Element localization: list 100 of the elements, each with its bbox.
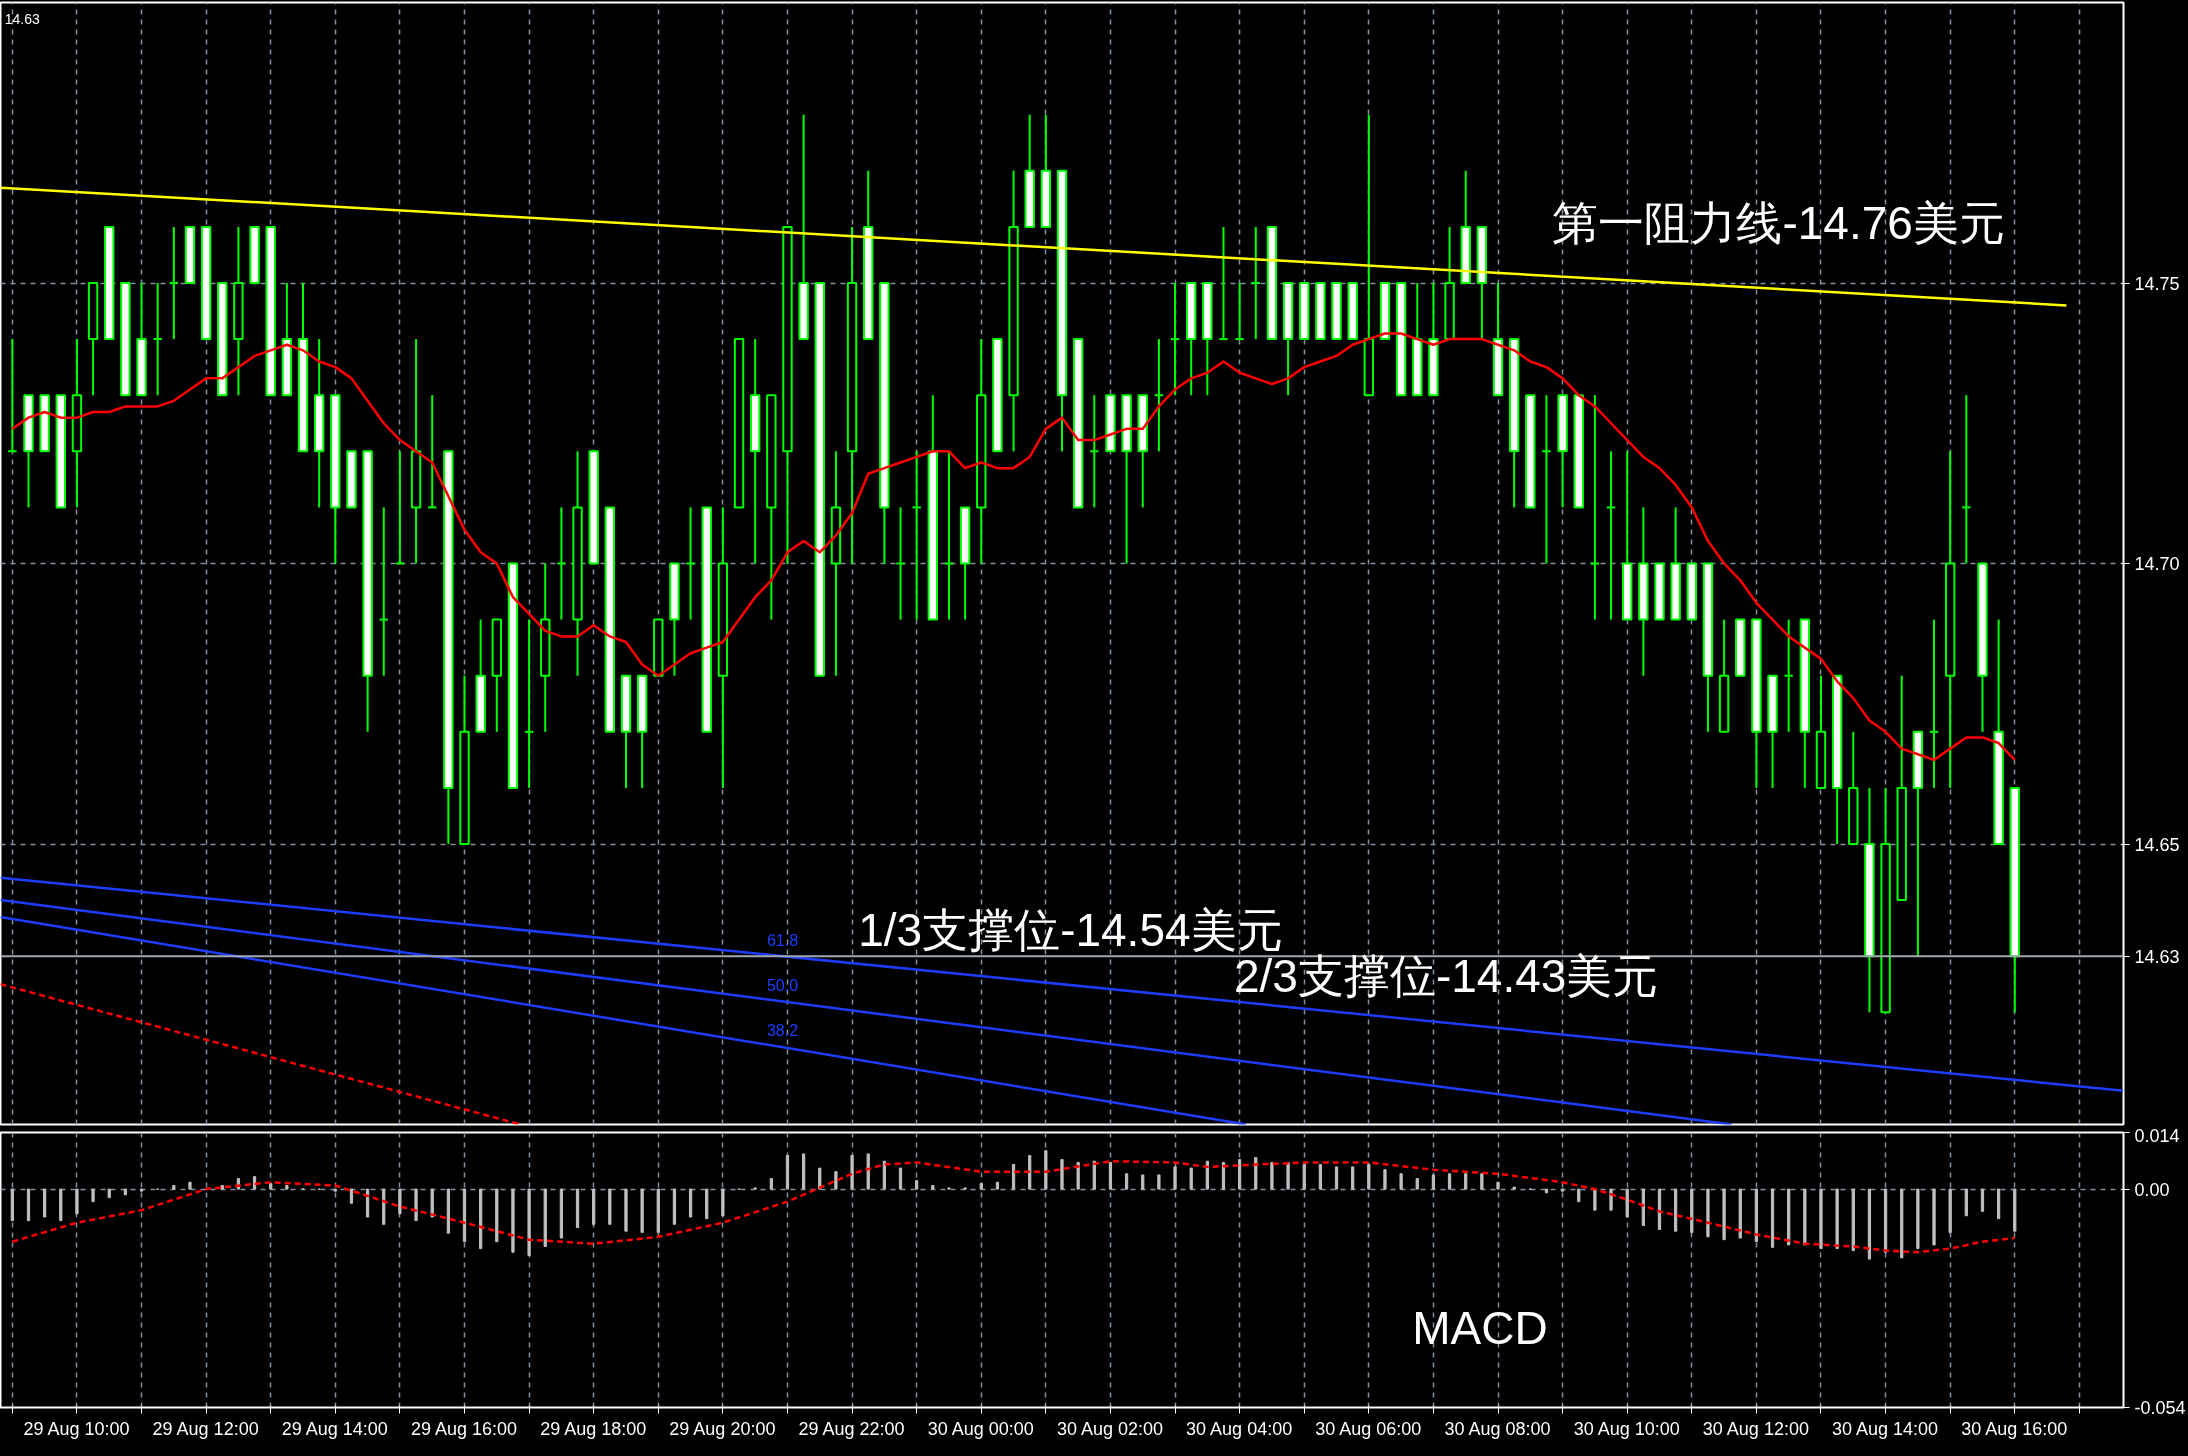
bar [866,1153,870,1190]
bar [1141,1174,1145,1190]
candlestick [1169,282,1181,397]
bar [43,1188,47,1218]
bar [688,1188,693,1218]
bar [462,1188,467,1243]
line-series [11,332,2017,762]
bar [1302,1163,1306,1190]
bar [2013,1188,2017,1232]
annotation: 14.63 [4,11,40,28]
bar [1964,1188,1968,1217]
bar [785,1155,790,1190]
bar [495,1188,499,1243]
bar [1996,1188,2001,1220]
bar [575,1188,580,1229]
candlestick [394,450,406,565]
x-tick-label: 30 Aug 04:00 [1186,1418,1293,1439]
bar [1948,1188,1952,1233]
bar [220,1184,224,1190]
bar [705,1188,709,1220]
bar [91,1188,95,1203]
bar [624,1188,628,1232]
bar [1415,1178,1419,1190]
series-label: 50.0 [766,977,799,995]
bar [1447,1173,1452,1190]
bar [1674,1188,1678,1232]
bar [1577,1188,1581,1203]
bar [656,1188,660,1233]
bar [1060,1159,1064,1190]
bar [1819,1188,1823,1250]
bar [1318,1163,1323,1190]
x-tick-label: 30 Aug 10:00 [1573,1418,1680,1439]
bar [1270,1161,1274,1190]
bar [850,1155,854,1190]
bar [801,1153,806,1190]
y-tick-label: -0.054 [2134,1398,2186,1418]
bar [1625,1188,1629,1218]
bar [1108,1161,1113,1190]
bar [1560,1188,1565,1192]
bar [511,1188,515,1253]
annotation: MACD [1412,1301,1548,1354]
bar [349,1188,354,1204]
bar [1351,1166,1355,1190]
bar [1399,1173,1403,1190]
bar [252,1176,257,1190]
candlestick [1153,338,1165,453]
bar [882,1160,886,1190]
candlestick [1928,618,1940,789]
bar [59,1188,63,1222]
bar [1512,1186,1516,1190]
x-tick-label: 30 Aug 06:00 [1315,1418,1422,1439]
bar [898,1167,903,1190]
bar [995,1181,1000,1190]
bar [172,1184,176,1190]
bar [1706,1188,1710,1238]
x-tick-label: 30 Aug 02:00 [1056,1418,1164,1439]
y-tick-label: 0.00 [2134,1179,2170,1200]
bar [931,1184,935,1190]
bar [285,1184,289,1190]
bar [1464,1173,1468,1190]
bar [1738,1188,1742,1239]
bar [1770,1188,1775,1248]
bar [1980,1188,1985,1212]
x-tick-label: 29 Aug 18:00 [540,1418,647,1439]
y-tick-label: 14.65 [2134,834,2180,855]
bar [1916,1188,1920,1250]
x-tick-label: 30 Aug 16:00 [1961,1418,2068,1439]
bar [1221,1161,1226,1190]
bar [1690,1188,1694,1233]
candlestick [152,282,163,397]
y-tick-label: 14.75 [2134,273,2180,294]
x-tick-label: 30 Aug 00:00 [927,1418,1034,1439]
x-tick-label: 30 Aug 14:00 [1832,1418,1939,1439]
candlestick [943,450,955,621]
candlestick [1234,282,1245,341]
bar [1286,1161,1290,1190]
bar [382,1188,386,1225]
series-label: 61.8 [766,932,799,950]
bar [1431,1174,1436,1190]
bar [26,1188,31,1222]
candlestick [911,450,922,621]
bar [107,1188,111,1199]
bar [1900,1188,1904,1259]
bar [1334,1166,1339,1190]
bar [640,1188,644,1233]
bar [414,1188,418,1222]
bar [1867,1188,1872,1260]
bar [769,1178,773,1190]
x-tick-label: 29 Aug 10:00 [23,1418,130,1439]
candlestick [1961,394,1972,565]
candlestick [1541,394,1552,565]
bar [446,1188,450,1234]
bar [1544,1188,1549,1194]
bar [979,1182,983,1190]
x-tick-label: 30 Aug 08:00 [1444,1418,1551,1439]
candlestick [685,506,696,621]
bar [608,1188,612,1225]
bar [398,1188,402,1215]
x-tick-label: 29 Aug 14:00 [281,1418,388,1439]
candlestick [427,394,438,509]
